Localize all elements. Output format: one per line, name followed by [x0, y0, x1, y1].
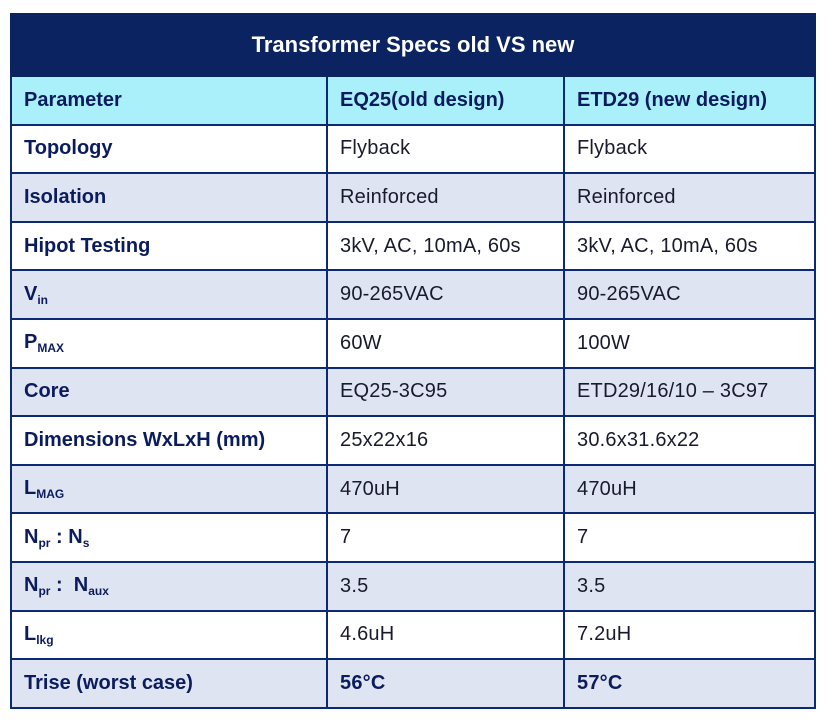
row-new-value: 3.5: [562, 560, 817, 612]
header-parameter: Parameter: [10, 75, 328, 126]
row-param: PMAX: [10, 317, 328, 369]
param-subscript: lkg: [36, 632, 54, 647]
param-b: N: [73, 574, 89, 597]
param-subscript: MAX: [37, 341, 65, 356]
param-main: V: [24, 282, 38, 305]
row-param: Hipot Testing: [10, 220, 328, 272]
param-subscript: MAG: [36, 487, 65, 502]
param-main: P: [24, 331, 38, 354]
row-old-value: Flyback: [326, 123, 565, 175]
row-new-value: 100W: [562, 317, 817, 369]
row-new-value: 57°C: [562, 658, 817, 709]
row-param: Dimensions WxLxH (mm): [10, 415, 328, 466]
param-separator: :: [50, 574, 74, 597]
header-new-design: ETD29 (new design): [562, 75, 817, 126]
table-row: Vin 90-265VAC 90-265VAC: [10, 269, 817, 320]
row-old-value: EQ25-3C95: [326, 366, 565, 418]
row-param: Npr : Naux: [10, 560, 328, 612]
param-main: L: [24, 622, 37, 645]
table-row: Llkg 4.6uH 7.2uH: [10, 609, 817, 661]
row-old-value: 25x22x16: [326, 415, 565, 466]
row-new-value: ETD29/16/10 – 3C97: [562, 366, 817, 418]
row-new-value: 30.6x31.6x22: [562, 415, 817, 466]
row-param: Npr : Ns: [10, 512, 328, 563]
title-row: Transformer Specs old VS new: [9, 13, 817, 77]
table-row: Npr : Naux 3.5 3.5: [10, 560, 817, 612]
row-old-value: 4.6uH: [326, 609, 565, 661]
row-new-value: 470uH: [562, 463, 817, 515]
row-old-value: 3kV, AC, 10mA, 60s: [326, 220, 565, 272]
row-new-value: Reinforced: [562, 172, 817, 223]
param-a: N: [24, 574, 39, 597]
table-row: Isolation Reinforced Reinforced: [10, 172, 817, 223]
spec-table-container: Transformer Specs old VS new Parameter E…: [9, 13, 817, 709]
param-b-subscript: s: [82, 535, 90, 550]
table-row: Topology Flyback Flyback: [10, 123, 817, 175]
row-new-value: Flyback: [562, 123, 817, 175]
table-row: Npr : Ns 7 7: [10, 512, 817, 563]
param-subscript: in: [37, 292, 49, 307]
table-title: Transformer Specs old VS new: [9, 13, 817, 77]
param-a-subscript: pr: [38, 535, 51, 550]
row-param: Core: [10, 366, 328, 418]
table-row: Hipot Testing 3kV, AC, 10mA, 60s 3kV, AC…: [10, 220, 817, 272]
row-old-value: 3.5: [326, 560, 565, 612]
row-old-value: 56°C: [326, 658, 565, 709]
header-old-design: EQ25(old design): [326, 75, 565, 126]
row-old-value: 90-265VAC: [326, 269, 565, 320]
row-param: Trise (worst case): [10, 658, 328, 709]
row-new-value: 3kV, AC, 10mA, 60s: [562, 220, 817, 272]
param-separator: :: [50, 525, 69, 548]
param-a: N: [24, 525, 39, 548]
param-b-subscript: aux: [88, 584, 109, 599]
param-a-subscript: pr: [38, 584, 51, 599]
table-row: Core EQ25-3C95 ETD29/16/10 – 3C97: [10, 366, 817, 418]
param-b: N: [68, 525, 83, 548]
row-new-value: 7: [562, 512, 817, 563]
row-old-value: 60W: [326, 317, 565, 369]
row-old-value: 7: [326, 512, 565, 563]
row-param: Isolation: [10, 172, 328, 223]
spec-table: Transformer Specs old VS new Parameter E…: [9, 13, 817, 709]
row-new-value: 90-265VAC: [562, 269, 817, 320]
row-param: Topology: [10, 123, 328, 175]
row-param: Vin: [10, 269, 328, 320]
table-row: Dimensions WxLxH (mm) 25x22x16 30.6x31.6…: [10, 415, 817, 466]
row-new-value: 7.2uH: [562, 609, 817, 661]
table-row: LMAG 470uH 470uH: [10, 463, 817, 515]
table-row: Trise (worst case) 56°C 57°C: [10, 658, 817, 709]
table-row: PMAX 60W 100W: [10, 317, 817, 369]
header-row: Parameter EQ25(old design) ETD29 (new de…: [10, 75, 817, 126]
row-old-value: Reinforced: [326, 172, 565, 223]
row-old-value: 470uH: [326, 463, 565, 515]
row-param: LMAG: [10, 463, 328, 515]
param-main: L: [24, 477, 37, 500]
row-param: Llkg: [10, 609, 328, 661]
